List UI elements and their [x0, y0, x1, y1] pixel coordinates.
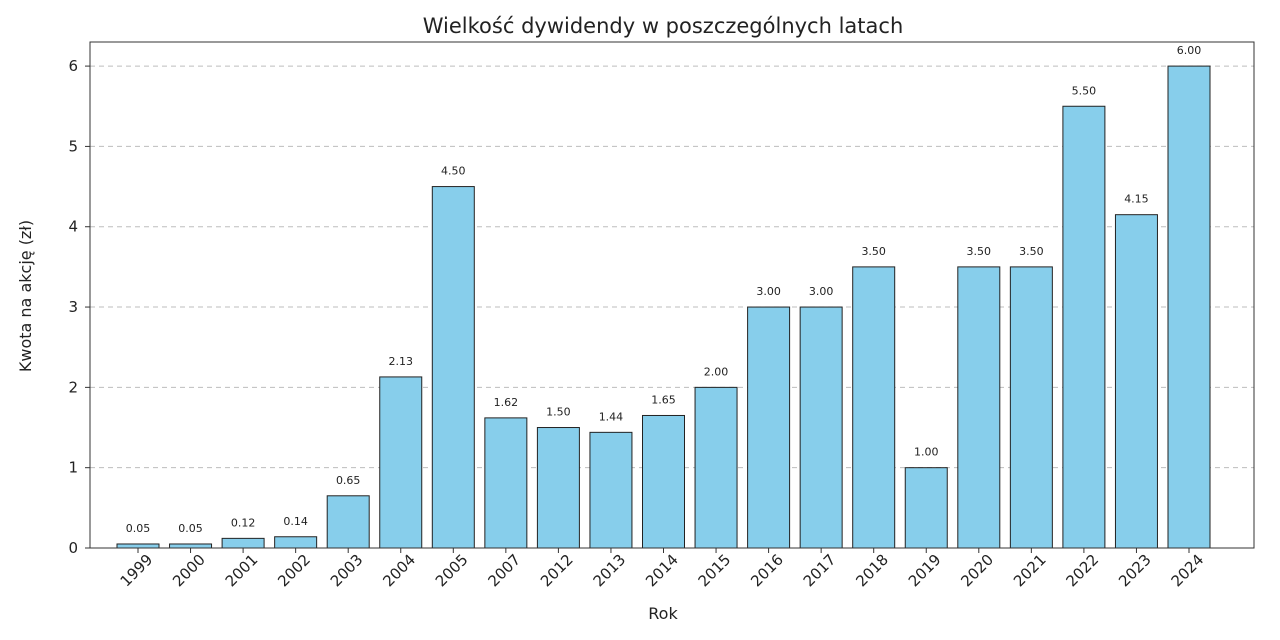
x-tick-label: 2024 — [1168, 551, 1208, 591]
bar-2001 — [221, 537, 265, 549]
data-label: 2.13 — [389, 355, 414, 368]
x-tick-label: 2021 — [1010, 551, 1050, 591]
data-labels: 0.05 0.05 0.12 0.14 0.65 2.13 4.50 1.62 1.50 1.44… — [126, 44, 1202, 535]
data-label: 3.50 — [1019, 245, 1044, 258]
y-tick-label: 5 — [68, 137, 78, 155]
data-label: 0.05 — [126, 522, 151, 535]
y-tick-label: 6 — [68, 57, 78, 75]
y-tick-label: 2 — [68, 378, 78, 396]
x-axis: 1999 2000 2001 2002 2003 2004 2005 2007 2012 2013… — [117, 548, 1208, 591]
x-tick-label: 2023 — [1115, 551, 1155, 591]
bars — [116, 65, 1211, 549]
x-tick-label: 2014 — [642, 551, 682, 591]
bar-2007 — [484, 417, 528, 549]
bar-2024 — [1167, 65, 1211, 549]
y-axis: 0 1 2 3 4 5 6 — [68, 57, 90, 557]
data-label: 3.00 — [756, 285, 781, 298]
data-label: 0.05 — [178, 522, 203, 535]
x-tick-label: 2007 — [484, 551, 524, 591]
data-label: 6.00 — [1177, 44, 1202, 57]
bar-2017 — [799, 306, 843, 549]
y-tick-label: 0 — [68, 539, 78, 557]
x-tick-label: 2017 — [800, 551, 840, 591]
x-tick-label: 2003 — [327, 551, 367, 591]
data-label: 5.50 — [1072, 84, 1097, 97]
bar-2019 — [904, 467, 948, 549]
data-label: 1.50 — [546, 406, 571, 419]
bar-2014 — [642, 414, 685, 549]
x-tick-label: 2004 — [379, 551, 419, 591]
bar-2012 — [536, 427, 580, 549]
bar-2004 — [379, 376, 423, 549]
x-tick-label: 2016 — [747, 551, 787, 591]
data-label: 3.50 — [967, 245, 992, 258]
x-tick-label: 2020 — [957, 551, 997, 591]
x-tick-label: 2019 — [905, 551, 945, 591]
data-label: 4.50 — [441, 165, 466, 178]
x-tick-label: 2001 — [222, 551, 262, 591]
y-tick-label: 4 — [68, 218, 78, 236]
data-label: 1.62 — [494, 396, 519, 409]
chart-title: Wielkość dywidendy w poszczególnych lata… — [423, 14, 904, 38]
data-label: 0.14 — [283, 515, 308, 528]
data-label: 0.65 — [336, 474, 361, 487]
x-tick-label: 2002 — [274, 551, 314, 591]
x-tick-label: 2013 — [590, 551, 630, 591]
bar-2002 — [274, 536, 318, 549]
y-tick-label: 1 — [68, 459, 78, 477]
bar-2021 — [1009, 266, 1053, 549]
data-label: 1.00 — [914, 446, 939, 459]
bar-2022 — [1062, 105, 1106, 549]
x-tick-label: 2022 — [1062, 551, 1102, 591]
plot-frame — [89, 41, 1255, 549]
bar-2023 — [1114, 214, 1158, 549]
x-tick-label: 2012 — [537, 551, 577, 591]
data-label: 3.00 — [809, 285, 834, 298]
data-label: 1.65 — [651, 393, 676, 406]
x-tick-label: 2018 — [852, 551, 892, 591]
bar-2016 — [747, 306, 791, 549]
x-tick-label: 2000 — [169, 551, 209, 591]
bar-1999 — [116, 543, 160, 549]
bar-2005 — [431, 186, 475, 549]
data-label: 2.00 — [704, 365, 729, 378]
gridlines — [90, 65, 1254, 469]
data-label: 1.44 — [599, 410, 624, 423]
x-axis-label: Rok — [648, 604, 678, 623]
bar-2020 — [957, 266, 1001, 549]
bar-2013 — [589, 431, 633, 549]
data-label: 3.50 — [861, 245, 886, 258]
x-tick-label: 1999 — [117, 551, 157, 591]
data-label: 4.15 — [1124, 193, 1149, 206]
x-tick-label: 2005 — [432, 551, 472, 591]
bar-2015 — [694, 386, 738, 549]
bar-2003 — [326, 495, 370, 549]
x-tick-label: 2015 — [695, 551, 735, 591]
bar-2018 — [852, 266, 896, 549]
y-axis-label: Kwota na akcję (zł) — [16, 220, 35, 372]
bar-2000 — [169, 543, 213, 549]
y-tick-label: 3 — [68, 298, 78, 316]
data-label: 0.12 — [231, 516, 256, 529]
